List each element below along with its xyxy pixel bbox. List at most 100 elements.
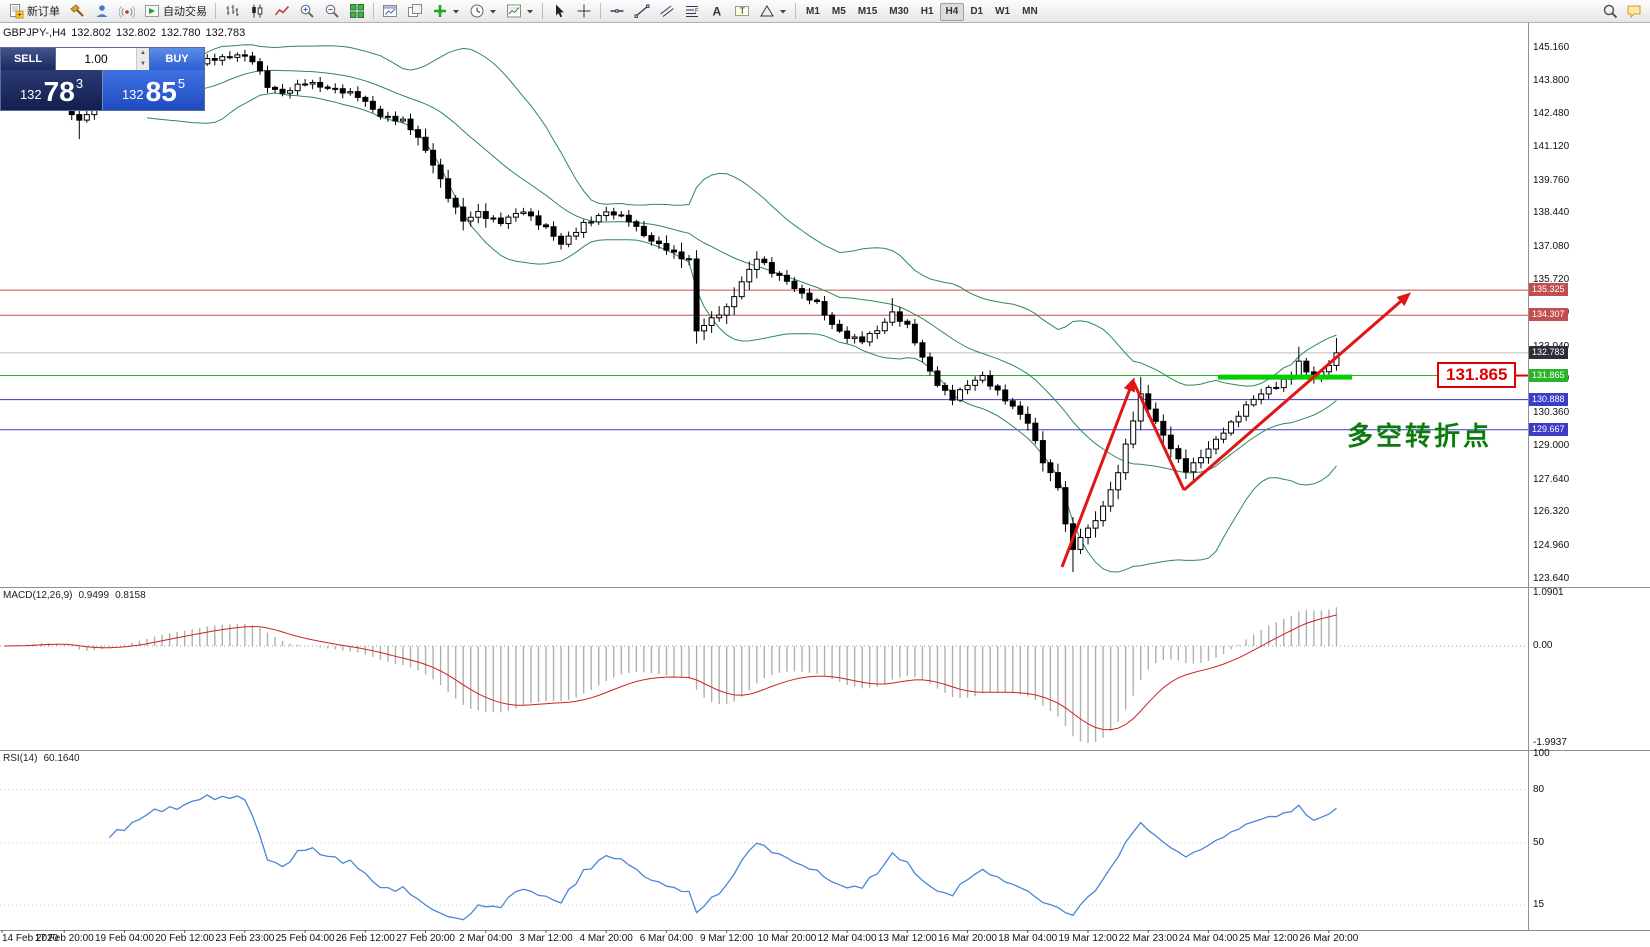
crosshair-icon — [577, 4, 591, 18]
rsi-axis-label: 80 — [1533, 783, 1545, 795]
price-axis-label: 126.320 — [1533, 506, 1570, 518]
chevron-down-icon — [453, 9, 459, 13]
price-axis-label: 141.120 — [1533, 141, 1570, 153]
buy-button[interactable]: BUY — [149, 48, 204, 70]
bar-chart-button[interactable] — [220, 1, 244, 21]
toolbar: 新订单 自动交易 — [0, 0, 1650, 23]
timeframe-M1[interactable]: M1 — [800, 3, 826, 21]
toolbar-separator — [795, 3, 796, 19]
time-axis-label: 19 Mar 12:00 — [1058, 933, 1118, 944]
time-axis-label: 12 Mar 04:00 — [817, 933, 877, 944]
tile-windows-icon — [350, 4, 364, 18]
chevron-down-icon — [527, 9, 533, 13]
timeframe-W1[interactable]: W1 — [989, 3, 1016, 21]
chart-profiles-button[interactable] — [403, 1, 427, 21]
volume-up-button[interactable]: ▲ — [137, 48, 149, 59]
timeframe-M5[interactable]: M5 — [826, 3, 852, 21]
indicators-plus-icon — [434, 5, 446, 17]
price-axis-label: 123.640 — [1533, 572, 1570, 584]
price-axis-label: 143.800 — [1533, 75, 1570, 87]
horizontal-line-button[interactable] — [605, 1, 629, 21]
community-button[interactable] — [90, 1, 114, 21]
zoom-out-button[interactable] — [320, 1, 344, 21]
line-chart-button[interactable] — [270, 1, 294, 21]
toolbar-separator — [373, 3, 374, 19]
timeframe-H1[interactable]: H1 — [915, 3, 940, 21]
timeframe-M30[interactable]: M30 — [883, 3, 914, 21]
volume-down-button[interactable]: ▼ — [137, 59, 149, 70]
timeframe-D1[interactable]: D1 — [964, 3, 989, 21]
rsi-axis-label: 15 — [1533, 898, 1545, 910]
search-button[interactable] — [1598, 1, 1622, 21]
trendline-button[interactable] — [630, 1, 654, 21]
svg-text:F: F — [695, 9, 699, 15]
indicators-button[interactable] — [428, 1, 464, 21]
time-axis-label: 17 Feb 20:00 — [34, 933, 94, 944]
cursor-button[interactable] — [547, 1, 571, 21]
price-axis-label: 137.080 — [1533, 240, 1570, 252]
time-axis-label: 14 Feb 2020 — [2, 933, 59, 944]
toolbox-button[interactable] — [65, 1, 89, 21]
time-axis-label: 23 Feb 23:00 — [215, 933, 275, 944]
zoom-in-icon — [300, 4, 314, 18]
buy-price-display[interactable]: 132 85 5 — [102, 70, 204, 110]
zoom-in-button[interactable] — [295, 1, 319, 21]
macd-pane-label: MACD(12,26,9) 0.9499 0.8158 — [3, 590, 152, 601]
macd-value-signal: 0.8158 — [115, 590, 146, 601]
rsi-axis-label: 100 — [1533, 748, 1550, 759]
signals-button[interactable] — [115, 1, 139, 21]
timeframe-H4[interactable]: H4 — [939, 2, 965, 21]
current-price-tag: 132.783 — [1529, 345, 1568, 359]
fibonacci-button[interactable]: F — [680, 1, 704, 21]
price-axis-label: 142.480 — [1533, 107, 1570, 119]
label-button[interactable]: T — [730, 1, 754, 21]
text-button[interactable]: A — [705, 1, 729, 21]
person-icon — [96, 5, 108, 17]
new-chart-button[interactable] — [378, 1, 402, 21]
ohlc-open: 132.802 — [71, 27, 111, 39]
price-axis-label: 135.720 — [1533, 274, 1570, 286]
price-tag: 130.888 — [1529, 392, 1568, 406]
volume-input[interactable] — [56, 48, 136, 70]
periods-button[interactable] — [465, 1, 501, 21]
new-order-button[interactable]: 新订单 — [4, 1, 64, 21]
toolbar-separator — [215, 3, 216, 19]
price-tag: 129.667 — [1529, 422, 1568, 436]
cursor-arrow-icon — [556, 4, 564, 18]
timeframe-M15[interactable]: M15 — [852, 3, 883, 21]
price-tag: 131.865 — [1529, 368, 1568, 382]
rsi-value: 60.1640 — [43, 753, 80, 764]
buy-price-sup: 5 — [177, 76, 186, 91]
symbol-name: GBPJPY-,H4 — [3, 27, 67, 39]
horizontal-line-icon — [610, 9, 624, 13]
time-axis-label: 20 Feb 12:00 — [155, 933, 215, 944]
rsi-pane-label: RSI(14) 60.1640 — [3, 753, 86, 764]
volume-box: ▲ ▼ — [56, 48, 149, 70]
price-axis-label: 129.000 — [1533, 440, 1570, 452]
chevron-down-icon — [490, 9, 496, 13]
price-callout-label: 131.865 — [1437, 362, 1517, 388]
sell-price-display[interactable]: 132 78 3 — [1, 70, 102, 110]
crosshair-button[interactable] — [572, 1, 596, 21]
time-axis-label: 6 Mar 04:00 — [639, 933, 694, 944]
autotrade-button[interactable]: 自动交易 — [140, 1, 211, 21]
autotrade-play-icon — [145, 5, 159, 17]
tile-windows-button[interactable] — [345, 1, 369, 21]
chat-button[interactable] — [1622, 1, 1646, 21]
volume-spinner: ▲ ▼ — [136, 48, 149, 70]
candlestick-chart-button[interactable] — [245, 1, 269, 21]
bar-chart-icon — [226, 5, 239, 16]
shapes-button[interactable] — [755, 1, 791, 21]
sell-price-small: 132 — [19, 87, 42, 102]
time-axis-label: 25 Feb 04:00 — [275, 933, 335, 944]
equidistant-channel-button[interactable] — [655, 1, 679, 21]
one-click-trade-panel: SELL ▲ ▼ BUY 132 78 3 132 85 5 — [0, 47, 205, 111]
macd-name: MACD(12,26,9) — [3, 590, 73, 601]
price-tag: 134.307 — [1529, 308, 1568, 322]
sell-button[interactable]: SELL — [1, 48, 56, 70]
timeframe-MN[interactable]: MN — [1016, 3, 1044, 21]
templates-button[interactable] — [502, 1, 538, 21]
ohlc-close: 132.783 — [205, 27, 246, 39]
